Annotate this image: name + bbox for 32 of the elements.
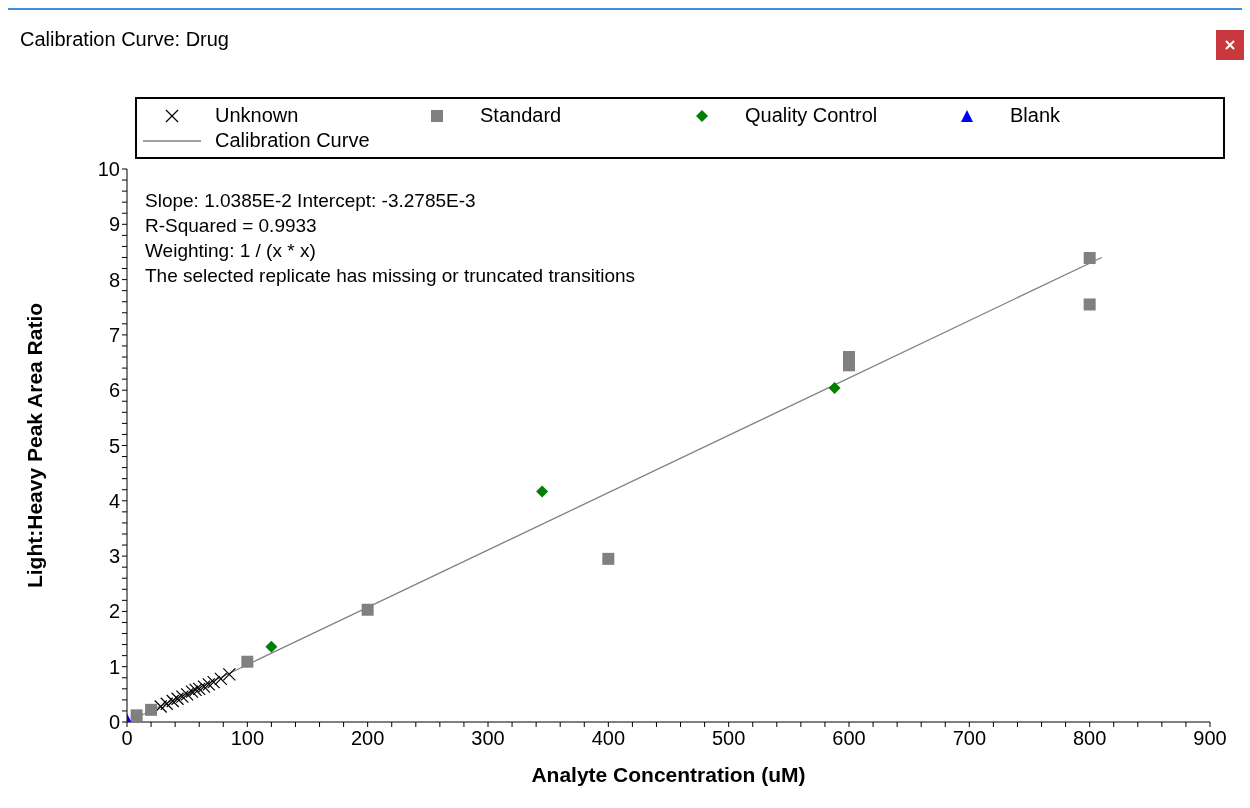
legend-label: Calibration Curve bbox=[215, 129, 370, 152]
x-tick-label: 900 bbox=[1193, 727, 1227, 749]
y-tick-label: 1 bbox=[108, 655, 120, 678]
x-tick-label: 700 bbox=[952, 727, 987, 749]
y-tick-label: 7 bbox=[108, 323, 120, 346]
annotation: Slope: 1.0385E-2 Intercept: -3.2785E-3 bbox=[145, 189, 477, 213]
annotation: The selected replicate has missing or truncated transitions bbox=[145, 264, 636, 288]
legend-label: Quality Control bbox=[745, 104, 878, 127]
x-tick-label: 500 bbox=[711, 727, 746, 749]
annotation: R-Squared = 0.9933 bbox=[145, 214, 318, 238]
x-tick-label: 200 bbox=[350, 727, 385, 749]
y-tick-label: 9 bbox=[108, 213, 120, 236]
x-tick-label: 400 bbox=[591, 727, 626, 749]
y-tick-label: 4 bbox=[108, 489, 120, 512]
x-tick-label: 100 bbox=[230, 727, 265, 749]
y-tick-label: 3 bbox=[108, 545, 120, 568]
x-tick-label: 300 bbox=[471, 727, 505, 749]
y-tick-label: 6 bbox=[108, 379, 120, 402]
legend-label: Blank bbox=[1010, 104, 1061, 127]
legend-label: Unknown bbox=[215, 104, 299, 127]
x-axis-title: Analyte Concentration (uM) bbox=[531, 763, 806, 786]
y-tick-label: 10 bbox=[97, 158, 120, 180]
x-tick-label: 800 bbox=[1072, 727, 1107, 749]
y-tick-label: 8 bbox=[108, 268, 120, 291]
x-tick-label: 600 bbox=[832, 727, 866, 749]
y-axis-title: Light:Heavy Peak Area Ratio bbox=[23, 302, 47, 589]
annotation: Weighting: 1 / (x * x) bbox=[145, 239, 317, 263]
legend-label: Standard bbox=[480, 104, 562, 127]
y-tick-label: 2 bbox=[108, 600, 120, 623]
chart-title: Calibration Curve: Drug bbox=[20, 28, 229, 51]
y-tick-label: 5 bbox=[108, 434, 120, 457]
y-tick-label: 0 bbox=[108, 711, 120, 733]
